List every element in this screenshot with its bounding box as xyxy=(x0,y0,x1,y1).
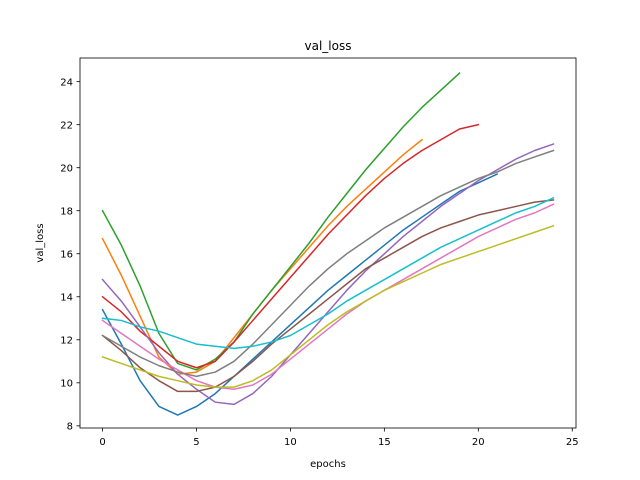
y-tick-label: 14 xyxy=(60,292,73,303)
y-tick-label: 22 xyxy=(60,120,73,131)
series-line-9 xyxy=(101,224,555,388)
y-tick-label: 16 xyxy=(60,249,73,260)
chart-title: val_loss xyxy=(305,39,352,53)
y-tick-label: 20 xyxy=(60,163,73,174)
series-line-4 xyxy=(101,123,480,369)
x-axis-ticks: 0 5 10 15 20 25 xyxy=(99,428,579,448)
y-tick-label: 8 xyxy=(67,421,73,432)
x-tick-label: 15 xyxy=(378,437,391,448)
series-line-7 xyxy=(101,203,555,391)
x-tick-label: 20 xyxy=(472,437,485,448)
series-line-8 xyxy=(101,149,555,378)
x-tick-label: 10 xyxy=(284,437,297,448)
y-axis-label: val_loss xyxy=(35,223,46,262)
plot-frame xyxy=(79,57,577,429)
x-axis-label: epochs xyxy=(310,459,346,470)
y-tick-label: 18 xyxy=(60,206,73,217)
x-tick-label: 0 xyxy=(99,437,105,448)
series-line-6 xyxy=(101,199,555,393)
y-axis-ticks: 8 10 12 14 16 18 20 22 24 xyxy=(60,77,80,432)
series-line-1 xyxy=(101,173,499,416)
series-line-3 xyxy=(101,72,461,371)
y-tick-label: 12 xyxy=(60,335,73,346)
series-line-10 xyxy=(101,196,555,350)
y-tick-label: 10 xyxy=(60,378,73,389)
series-line-5 xyxy=(101,143,555,406)
series-lines xyxy=(101,72,555,416)
x-tick-label: 25 xyxy=(566,437,579,448)
x-tick-label: 5 xyxy=(193,437,199,448)
y-tick-label: 24 xyxy=(60,77,73,88)
